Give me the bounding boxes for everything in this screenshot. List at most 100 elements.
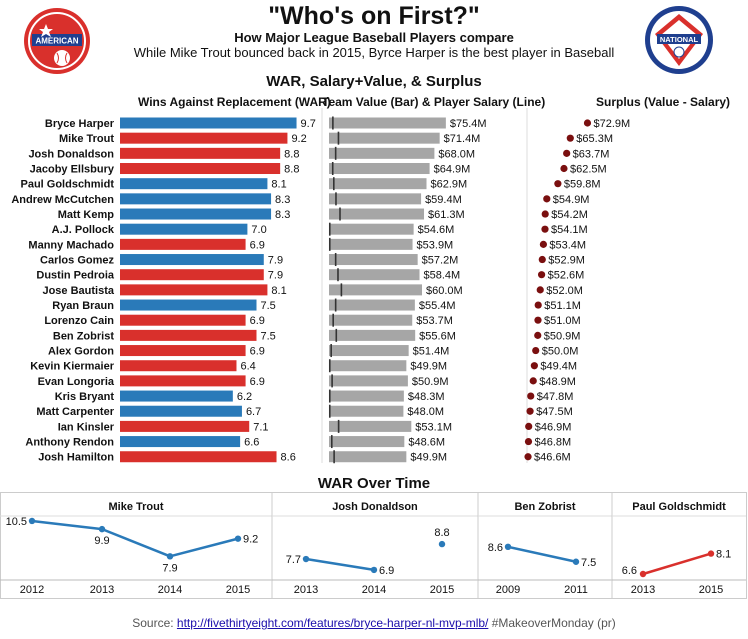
player-row: Manny Machado 6.9 $53.9M $53.4M bbox=[28, 238, 586, 252]
war-point bbox=[29, 518, 35, 524]
war-bar bbox=[120, 284, 267, 295]
team-value-bar bbox=[329, 345, 409, 356]
war-value-label: 7.9 bbox=[268, 270, 283, 282]
surplus-value-label: $63.7M bbox=[573, 148, 610, 160]
x-tick-label: 2012 bbox=[20, 584, 44, 596]
war-point bbox=[439, 541, 445, 547]
player-name-label: Alex Gordon bbox=[48, 346, 114, 358]
war-panel: Mike Trout2012 2013 2014 201510.59.97.99.2 bbox=[0, 501, 272, 596]
war-bar bbox=[120, 360, 236, 371]
section-title-main: WAR, Salary+Value, & Surplus bbox=[0, 73, 748, 90]
x-tick-label: 2013 bbox=[90, 584, 114, 596]
team-value-bar bbox=[329, 178, 426, 189]
team-value-bar bbox=[329, 421, 411, 432]
war-bar bbox=[120, 269, 264, 280]
team-value-bar bbox=[329, 391, 404, 402]
team-value-label: $53.1M bbox=[415, 421, 452, 433]
war-bar bbox=[120, 239, 246, 250]
war-trend-line bbox=[170, 539, 238, 557]
war-point-label: 8.6 bbox=[488, 542, 503, 554]
war-value-label: 7.5 bbox=[261, 330, 276, 342]
player-name-label: Paul Goldschmidt bbox=[20, 179, 114, 191]
player-row: Mike Trout 9.2 $71.4M $65.3M bbox=[59, 132, 613, 146]
war-point-label: 8.1 bbox=[716, 549, 731, 561]
player-row: Matt Kemp 8.3 $61.3M $54.2M bbox=[58, 208, 588, 222]
source-link[interactable]: http://fivethirtyeight.com/features/bryc… bbox=[177, 616, 488, 630]
source-suffix: #MakeoverMonday (pr) bbox=[488, 616, 615, 630]
team-value-label: $51.4M bbox=[413, 346, 450, 358]
team-value-label: $58.4M bbox=[424, 270, 461, 282]
team-value-label: $61.3M bbox=[428, 209, 465, 221]
surplus-dot bbox=[539, 256, 546, 263]
player-row: Kevin Kiermaier 6.4 $49.9M $49.4M bbox=[30, 359, 577, 373]
war-bar bbox=[120, 193, 271, 204]
war-bar bbox=[120, 406, 242, 417]
war-value-label: 6.6 bbox=[244, 437, 259, 449]
surplus-dot bbox=[567, 135, 574, 142]
surplus-dot bbox=[563, 150, 570, 157]
war-value-label: 9.2 bbox=[291, 133, 306, 145]
player-name-label: Jacoby Ellsbury bbox=[30, 164, 115, 176]
player-row: Kris Bryant 6.2 $48.3M $47.8M bbox=[55, 390, 574, 404]
team-value-label: $54.6M bbox=[418, 224, 455, 236]
team-value-label: $59.4M bbox=[425, 194, 462, 206]
surplus-dot bbox=[530, 377, 537, 384]
player-row: Josh Hamilton 8.6 $49.9M $46.6M bbox=[38, 450, 571, 464]
team-value-bar bbox=[329, 284, 422, 295]
team-value-label: $53.9M bbox=[417, 239, 454, 251]
team-value-label: $62.9M bbox=[430, 179, 467, 191]
panel-title: Mike Trout bbox=[108, 501, 163, 513]
war-value-label: 8.8 bbox=[284, 148, 299, 160]
surplus-dot bbox=[543, 195, 550, 202]
player-name-label: Ryan Braun bbox=[52, 300, 114, 312]
war-point-label: 7.5 bbox=[581, 557, 596, 569]
team-value-bar bbox=[329, 451, 406, 462]
team-value-bar bbox=[329, 193, 421, 204]
war-value-label: 6.9 bbox=[250, 346, 265, 358]
x-tick-label: 2015 bbox=[430, 584, 454, 596]
team-value-label: $68.0M bbox=[438, 148, 475, 160]
war-trend-line bbox=[643, 554, 711, 574]
war-bar bbox=[120, 209, 271, 220]
war-bar bbox=[120, 345, 246, 356]
player-name-label: Manny Machado bbox=[28, 239, 114, 251]
surplus-value-label: $54.2M bbox=[551, 209, 588, 221]
surplus-value-label: $53.4M bbox=[549, 239, 586, 251]
war-bar bbox=[120, 178, 267, 189]
team-value-bar bbox=[329, 300, 415, 311]
surplus-value-label: $47.8M bbox=[537, 391, 574, 403]
surplus-value-label: $65.3M bbox=[576, 133, 613, 145]
player-row: Ian Kinsler 7.1 $53.1M $46.9M bbox=[58, 420, 572, 434]
war-trend-line bbox=[306, 559, 374, 570]
war-value-label: 8.8 bbox=[284, 164, 299, 176]
team-value-bar bbox=[329, 239, 413, 250]
surplus-dot bbox=[540, 241, 547, 248]
player-row: A.J. Pollock 7.0 $54.6M $54.1M bbox=[52, 223, 588, 237]
team-value-bar bbox=[329, 375, 408, 386]
surplus-dot bbox=[524, 453, 531, 460]
player-name-label: Anthony Rendon bbox=[25, 437, 114, 449]
surplus-dot bbox=[554, 180, 561, 187]
player-comparison-chart: Bryce Harper 9.7 $75.4M $72.9MMike Trout 9.2… bbox=[0, 108, 748, 468]
player-name-label: A.J. Pollock bbox=[52, 224, 115, 236]
team-value-bar bbox=[329, 224, 414, 235]
team-value-label: $49.9M bbox=[410, 361, 447, 373]
panel-title: Ben Zobrist bbox=[514, 501, 575, 513]
team-value-bar bbox=[329, 254, 418, 265]
surplus-value-label: $47.5M bbox=[536, 406, 573, 418]
war-value-label: 6.9 bbox=[250, 239, 265, 251]
surplus-dot bbox=[534, 317, 541, 324]
war-value-label: 6.9 bbox=[250, 315, 265, 327]
war-point bbox=[708, 550, 714, 556]
team-value-bar bbox=[329, 133, 440, 144]
team-value-bar bbox=[329, 406, 403, 417]
war-value-label: 8.3 bbox=[275, 194, 290, 206]
player-name-label: Lorenzo Cain bbox=[44, 315, 114, 327]
war-point bbox=[167, 553, 173, 559]
war-value-label: 8.6 bbox=[281, 452, 296, 464]
war-value-label: 8.3 bbox=[275, 209, 290, 221]
x-tick-label: 2014 bbox=[158, 584, 182, 596]
war-bar bbox=[120, 315, 246, 326]
surplus-value-label: $52.9M bbox=[548, 255, 585, 267]
player-row: Dustin Pedroia 7.9 $58.4M $52.6M bbox=[36, 268, 584, 282]
